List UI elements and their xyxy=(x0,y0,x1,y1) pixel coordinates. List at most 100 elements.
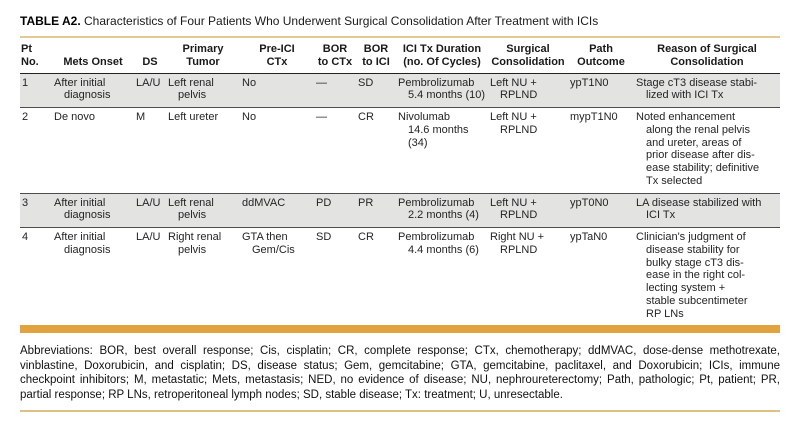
cell-pt-no: 2 xyxy=(20,108,52,194)
column-header-reason: Reason of Surgical Consolidation xyxy=(634,38,780,74)
abbreviations-footnote: Abbreviations: BOR, best overall respons… xyxy=(20,345,780,402)
cell-bor-to-ici: SD xyxy=(356,73,396,108)
cell-text: 4 xyxy=(22,231,29,243)
cell-text: Stage cT3 disease stabi- lized with ICI … xyxy=(636,76,758,102)
cell-reason: Stage cT3 disease stabi- lized with ICI … xyxy=(634,73,780,108)
cell-text: — xyxy=(316,76,327,89)
cell-reason: LA disease stabilized with ICI Tx xyxy=(634,193,780,228)
cell-text: Pembrolizumab 5.4 months (10) xyxy=(398,76,486,102)
cell-text: Clinician's judgment of disease stabilit… xyxy=(636,231,748,320)
cell-text: mypT1N0 xyxy=(570,111,618,123)
cell-pt-no: 4 xyxy=(20,228,52,326)
cell-text: After initial diagnosis xyxy=(54,196,111,222)
cell-path-outcome: ypT1N0 xyxy=(568,73,634,108)
cell-text: SD xyxy=(316,231,332,243)
cell-bor-to-ctx: PD xyxy=(314,193,356,228)
cell-pre-ici-ctx: GTA then Gem/Cis xyxy=(240,228,314,326)
cell-bor-to-ctx: SD xyxy=(314,228,356,326)
cell-surgical-consolidation: Left NU + RPLND xyxy=(488,193,568,228)
cell-text: Right renal pelvis xyxy=(168,231,222,256)
column-header-mets-onset: Mets Onset xyxy=(52,38,134,74)
cell-bor-to-ici: PR xyxy=(356,193,396,228)
cell-path-outcome: mypT1N0 xyxy=(568,108,634,194)
column-header-ici-tx-duration: ICI Tx Duration (no. Of Cycles) xyxy=(396,38,488,74)
column-header-bor-to-ctx: BOR to CTx xyxy=(314,38,356,74)
cell-mets-onset: De novo xyxy=(52,108,134,194)
table-body: 1 After initial diagnosis LA/U Left renal p… xyxy=(20,73,780,326)
cell-mets-onset: After initial diagnosis xyxy=(52,193,134,228)
cell-text: ypT1N0 xyxy=(570,76,609,89)
cell-text: No xyxy=(242,111,257,123)
cell-text: Left NU + RPLND xyxy=(490,76,538,102)
cell-text: LA/U xyxy=(136,231,161,243)
cell-primary-tumor: Left renal pelvis xyxy=(166,73,240,108)
cell-text: PR xyxy=(358,196,374,209)
cell-bor-to-ctx: — xyxy=(314,73,356,108)
cell-text: 1 xyxy=(22,76,29,89)
cell-primary-tumor: Left ureter xyxy=(166,108,240,194)
cell-text: CR xyxy=(358,111,374,123)
cell-pt-no: 3 xyxy=(20,193,52,228)
cell-text: De novo xyxy=(54,111,95,123)
cell-mets-onset: After initial diagnosis xyxy=(52,73,134,108)
cell-primary-tumor: Left renal pelvis xyxy=(166,193,240,228)
cell-ds: LA/U xyxy=(134,73,166,108)
cell-text: Left ureter xyxy=(168,111,219,123)
table-title-text: Characteristics of Four Patients Who Und… xyxy=(84,14,599,28)
table-label: TABLE A2. xyxy=(20,14,81,28)
column-header-surgical-consolidation: Surgical Consolidation xyxy=(488,38,568,74)
cell-text: Right NU + RPLND xyxy=(490,231,545,256)
column-header-path-outcome: Path Outcome xyxy=(568,38,634,74)
column-header-primary-tumor: Primary Tumor xyxy=(166,38,240,74)
cell-text: SD xyxy=(358,76,374,89)
cell-bor-to-ctx: — xyxy=(314,108,356,194)
cell-pre-ici-ctx: ddMVAC xyxy=(240,193,314,228)
table-row: 3 After initial diagnosis LA/U Left renal p… xyxy=(20,193,780,228)
cell-ds: LA/U xyxy=(134,228,166,326)
cell-surgical-consolidation: Left NU + RPLND xyxy=(488,73,568,108)
bottom-rule xyxy=(20,409,780,412)
cell-surgical-consolidation: Left NU + RPLND xyxy=(488,108,568,194)
table-caption: TABLE A2. Characteristics of Four Patien… xyxy=(20,14,780,29)
cell-text: Noted enhancement along the renal pelvis… xyxy=(636,111,760,187)
cell-text: GTA then Gem/Cis xyxy=(242,231,295,256)
cell-path-outcome: ypT0N0 xyxy=(568,193,634,228)
cell-reason: Clinician's judgment of disease stabilit… xyxy=(634,228,780,326)
patients-table: Pt No. Mets Onset DS Primary Tumor Pre-ICI C… xyxy=(20,38,780,326)
cell-text: Pembrolizumab 2.2 months (4) xyxy=(398,196,479,222)
column-header-pre-ici-ctx: Pre-ICI CTx xyxy=(240,38,314,74)
cell-text: LA disease stabilized with ICI Tx xyxy=(636,196,762,222)
table-bottom-band xyxy=(20,325,780,334)
cell-mets-onset: After initial diagnosis xyxy=(52,228,134,326)
cell-text: — xyxy=(316,111,327,123)
cell-text: Nivolumab 14.6 months (34) xyxy=(398,111,469,149)
cell-text: Left renal pelvis xyxy=(168,196,214,222)
cell-text: 3 xyxy=(22,196,29,209)
cell-reason: Noted enhancement along the renal pelvis… xyxy=(634,108,780,194)
cell-text: 2 xyxy=(22,111,29,123)
cell-ici-tx-duration: Pembrolizumab 2.2 months (4) xyxy=(396,193,488,228)
cell-ici-tx-duration: Nivolumab 14.6 months (34) xyxy=(396,108,488,194)
cell-bor-to-ici: CR xyxy=(356,228,396,326)
cell-pre-ici-ctx: No xyxy=(240,108,314,194)
column-header-ds: DS xyxy=(134,38,166,74)
column-header-bor-to-ici: BOR to ICI xyxy=(356,38,396,74)
cell-ici-tx-duration: Pembrolizumab 5.4 months (10) xyxy=(396,73,488,108)
page: TABLE A2. Characteristics of Four Patien… xyxy=(20,14,780,412)
cell-text: CR xyxy=(358,231,374,243)
table-row: 2 De novo M Left ureter No — CR Nivolumab 14.6 … xyxy=(20,107,780,194)
table-row: 4 After initial diagnosis LA/U Right renal … xyxy=(20,227,780,326)
cell-text: No xyxy=(242,76,257,89)
top-rule xyxy=(20,36,780,38)
cell-text: LA/U xyxy=(136,196,161,209)
cell-text: After initial diagnosis xyxy=(54,76,111,102)
cell-text: Left NU + RPLND xyxy=(490,196,538,222)
cell-pre-ici-ctx: No xyxy=(240,73,314,108)
column-header-pt-no: Pt No. xyxy=(20,38,52,74)
cell-pt-no: 1 xyxy=(20,73,52,108)
cell-text: M xyxy=(136,111,146,123)
header-row: Pt No. Mets Onset DS Primary Tumor Pre-ICI C… xyxy=(20,38,780,74)
cell-text: ypTaN0 xyxy=(570,231,608,243)
cell-ds: LA/U xyxy=(134,193,166,228)
cell-text: After initial diagnosis xyxy=(54,231,111,256)
